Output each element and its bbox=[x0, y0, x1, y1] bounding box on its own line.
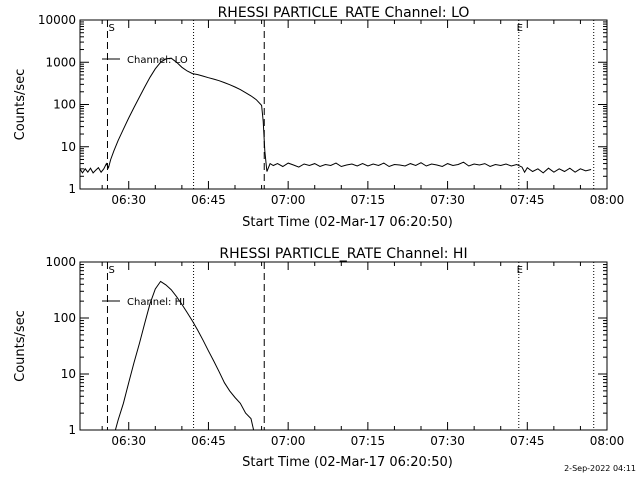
lo-series-line bbox=[79, 57, 592, 174]
hi-x-tick-label: 07:45 bbox=[510, 434, 545, 448]
hi-y-tick-label: 10 bbox=[61, 367, 76, 381]
hi-x-tick-label: 07:15 bbox=[351, 434, 386, 448]
lo-legend-label: Channel: LO bbox=[127, 55, 188, 66]
lo-y-tick-label: 10000 bbox=[38, 13, 76, 27]
lo-x-tick-label: 07:15 bbox=[351, 193, 386, 207]
hi-legend-label: Channel: HI bbox=[127, 297, 185, 308]
lo-y-tick-label: 1000 bbox=[45, 55, 76, 69]
hi-y-axis-label: Counts/sec bbox=[13, 310, 28, 382]
lo-marker-label-s: S bbox=[109, 23, 115, 34]
hi-axes-frame bbox=[79, 261, 608, 431]
hi-chart-title: RHESSI PARTICLE_RATE Channel: HI bbox=[219, 246, 467, 262]
lo-x-tick-label: 06:45 bbox=[191, 193, 226, 207]
lo-x-tick-label: 08:00 bbox=[590, 193, 625, 207]
lo-y-axis-label: Counts/sec bbox=[13, 69, 28, 141]
plot-timestamp: 2-Sep-2022 04:11 bbox=[564, 464, 636, 473]
lo-y-tick-label: 10 bbox=[61, 140, 76, 154]
hi-y-tick-label: 1 bbox=[68, 423, 76, 437]
hi-x-tick-label: 06:45 bbox=[191, 434, 226, 448]
hi-marker-label-e: E bbox=[517, 265, 523, 276]
hi-y-tick-label: 1000 bbox=[45, 255, 76, 269]
hi-marker-label-s: S bbox=[109, 265, 115, 276]
lo-x-tick-label: 07:00 bbox=[271, 193, 306, 207]
hi-x-tick-label: 07:00 bbox=[271, 434, 306, 448]
hi-x-axis-label: Start Time (02-Mar-17 06:20:50) bbox=[242, 455, 453, 470]
lo-y-tick-label: 100 bbox=[53, 98, 76, 112]
lo-x-axis-label: Start Time (02-Mar-17 06:20:50) bbox=[242, 215, 453, 230]
lo-y-tick-label: 1 bbox=[68, 182, 76, 196]
hi-series-line bbox=[114, 280, 255, 431]
lo-x-tick-label: 06:30 bbox=[111, 193, 146, 207]
lo-chart-title: RHESSI PARTICLE_RATE Channel: LO bbox=[218, 5, 470, 21]
hi-y-tick-label: 100 bbox=[53, 311, 76, 325]
hi-x-tick-label: 08:00 bbox=[590, 434, 625, 448]
lo-marker-label-e: E bbox=[517, 23, 523, 34]
lo-x-tick-label: 07:45 bbox=[510, 193, 545, 207]
lo-axes-frame bbox=[79, 19, 608, 190]
lo-x-tick-label: 07:30 bbox=[430, 193, 465, 207]
hi-x-tick-label: 06:30 bbox=[111, 434, 146, 448]
hi-x-tick-label: 07:30 bbox=[430, 434, 465, 448]
